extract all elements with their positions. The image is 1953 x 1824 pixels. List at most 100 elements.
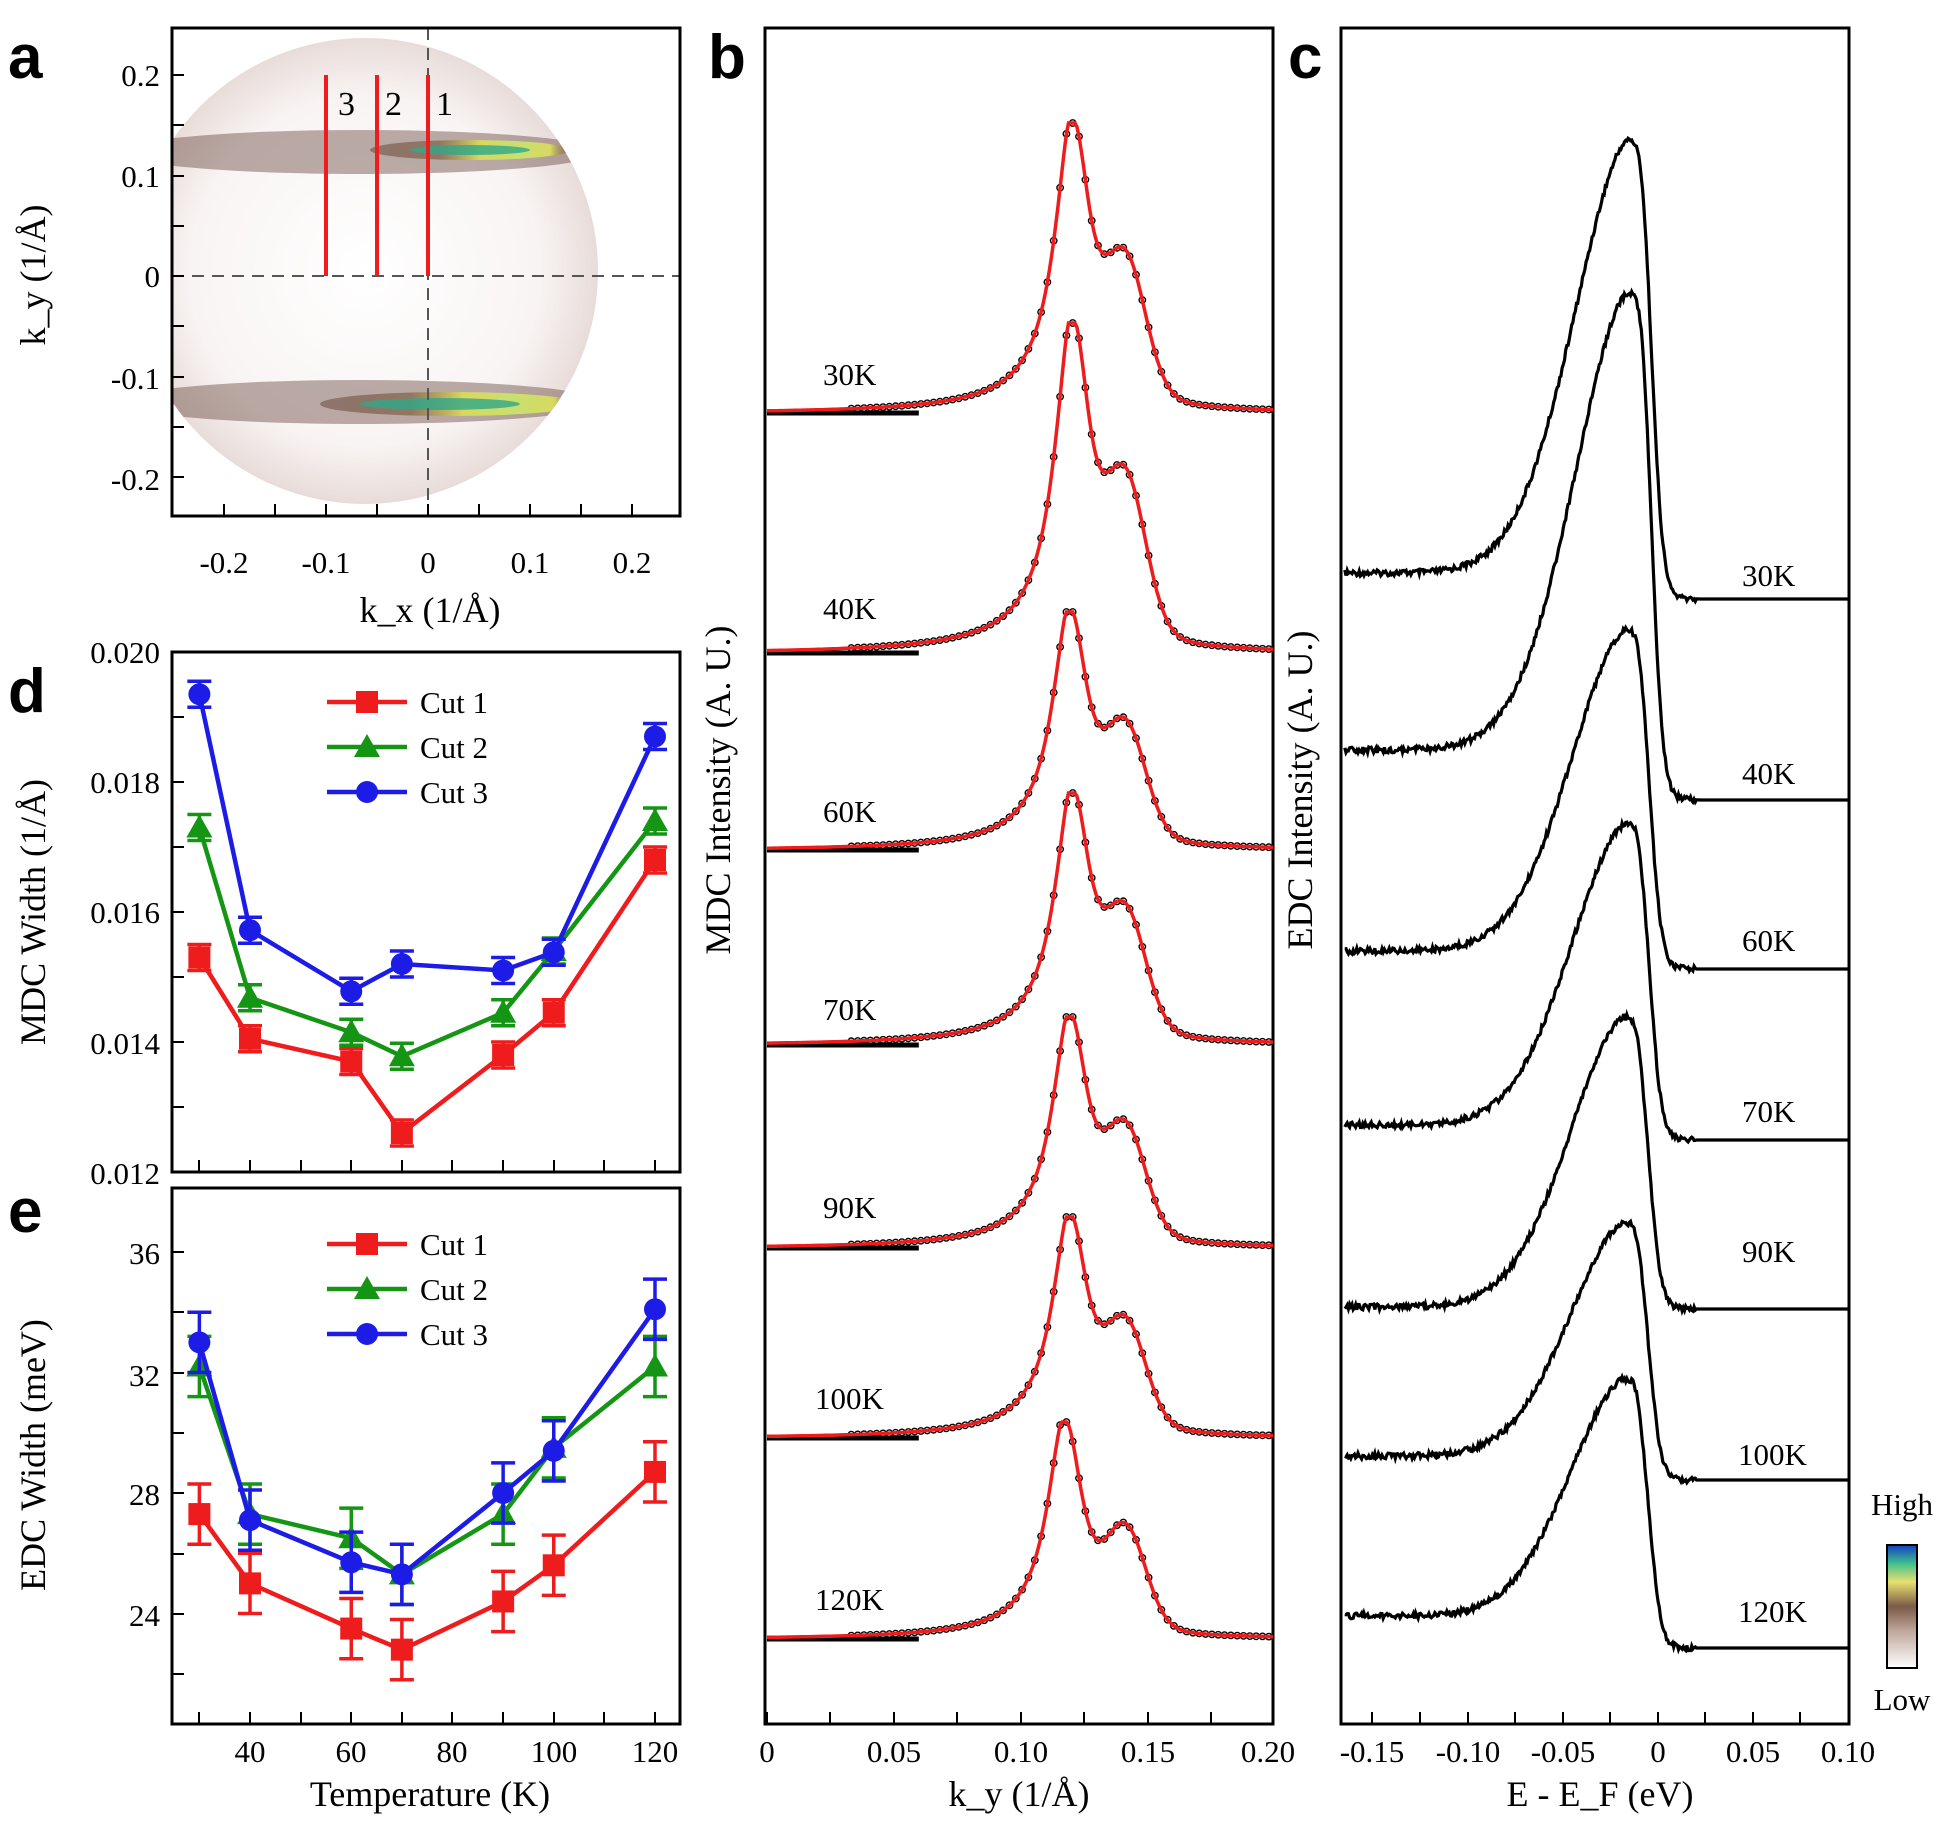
mdc-fit-line bbox=[767, 1420, 1274, 1640]
square-marker bbox=[239, 1572, 261, 1595]
b-xtick-2: 0.05 bbox=[867, 1734, 921, 1769]
panel-letter-d: d bbox=[8, 657, 46, 726]
legend-item: Cut 3 bbox=[327, 1317, 488, 1352]
e-xlabel: Temperature (K) bbox=[310, 1774, 550, 1814]
panel-letter-a: a bbox=[8, 23, 43, 92]
mdc-fit-line bbox=[767, 791, 1273, 1045]
mdc-series-70K bbox=[767, 789, 1273, 1048]
mdc-data-point bbox=[1011, 1398, 1020, 1407]
d-ytick-1: 0.020 bbox=[90, 635, 160, 670]
e-ytick-2: 32 bbox=[129, 1358, 160, 1393]
panel-d-ticks bbox=[172, 716, 656, 1172]
a-ytick-2: 0.1 bbox=[121, 159, 160, 194]
mdc-data-point bbox=[1163, 1222, 1172, 1231]
square-marker bbox=[340, 1050, 363, 1073]
c-temp-label-2: 40K bbox=[1742, 756, 1796, 791]
d-ytick-3: 0.016 bbox=[90, 895, 160, 930]
series-line bbox=[197, 858, 657, 1137]
b-xtick-3: 0.10 bbox=[994, 1734, 1048, 1769]
a-xtick-3: 0 bbox=[420, 545, 436, 580]
cut-label-3: 3 bbox=[338, 86, 355, 123]
circle-marker bbox=[542, 1439, 565, 1462]
colorbar-high-label: High bbox=[1871, 1487, 1934, 1522]
d-ylabel: MDC Width (1/Å) bbox=[13, 779, 53, 1045]
edc-width-plot bbox=[186, 1277, 668, 1682]
square-marker bbox=[188, 1503, 211, 1526]
c-ylabel: EDC Intensity (A. U.) bbox=[1280, 631, 1320, 950]
e-xtick-1: 40 bbox=[235, 1734, 266, 1769]
edc-curve-100K bbox=[1344, 1218, 1849, 1486]
a-xtick-5: 0.2 bbox=[613, 545, 652, 580]
mdc-data-point bbox=[1005, 813, 1014, 822]
triangle-marker bbox=[186, 814, 213, 838]
square-marker bbox=[644, 849, 666, 871]
mdc-data-point bbox=[1106, 466, 1115, 475]
legend-label: Cut 1 bbox=[420, 685, 488, 720]
mdc-data-point bbox=[1113, 1521, 1121, 1530]
a-xtick-4: 0.1 bbox=[511, 545, 550, 580]
c-temp-label-3: 60K bbox=[1742, 923, 1796, 958]
triangle-marker bbox=[642, 1353, 668, 1377]
mdc-fit-line bbox=[766, 321, 1274, 653]
triangle-marker bbox=[354, 734, 380, 757]
b-temp-label-5: 90K bbox=[823, 1190, 877, 1225]
legend-label: Cut 2 bbox=[420, 1272, 488, 1307]
square-marker bbox=[390, 1638, 413, 1661]
legend-item: Cut 3 bbox=[327, 775, 488, 810]
c-xtick-6: 0.10 bbox=[1821, 1734, 1875, 1769]
square-marker bbox=[356, 1233, 378, 1255]
b-xlabel: k_y (1/Å) bbox=[949, 1774, 1090, 1814]
panel-a-frame bbox=[170, 26, 682, 518]
mdc-series-30K bbox=[766, 119, 1274, 416]
triangle-marker bbox=[338, 1019, 365, 1043]
d-ytick-2: 0.018 bbox=[90, 765, 160, 800]
circle-marker bbox=[542, 941, 565, 964]
square-marker bbox=[542, 1001, 565, 1024]
mdc-data-point bbox=[1005, 1601, 1014, 1610]
square-marker bbox=[492, 1590, 515, 1613]
mdc-data-point bbox=[999, 1606, 1007, 1615]
edc-curve-120K bbox=[1344, 1372, 1849, 1655]
a-xlabel: k_x (1/Å) bbox=[360, 590, 501, 630]
legend-label: Cut 2 bbox=[420, 730, 488, 765]
edc-curve-30K bbox=[1343, 135, 1849, 605]
circle-marker bbox=[390, 953, 413, 975]
mdc-data-point bbox=[999, 818, 1007, 826]
mdc-data-point bbox=[1005, 606, 1014, 615]
edc-curve-40K bbox=[1343, 287, 1849, 806]
panel-b-ticks bbox=[766, 1712, 1212, 1724]
fermi-surface-map bbox=[172, 28, 680, 516]
mdc-data-point bbox=[1011, 1594, 1020, 1603]
c-xtick-2: -0.10 bbox=[1436, 1734, 1501, 1769]
c-xtick-3: -0.05 bbox=[1531, 1734, 1596, 1769]
measurement-disc bbox=[172, 38, 598, 504]
triangle-marker bbox=[237, 984, 263, 1008]
panel-c-ticks bbox=[1371, 1712, 1801, 1724]
colorbar bbox=[1886, 1544, 1918, 1669]
circle-marker bbox=[239, 1509, 261, 1532]
e-ytick-4: 24 bbox=[129, 1598, 161, 1633]
mdc-width-plot bbox=[186, 679, 668, 1148]
panel-c-frame bbox=[1339, 26, 1851, 1726]
b-xtick-5: 0.20 bbox=[1241, 1734, 1295, 1769]
circle-marker bbox=[188, 1331, 211, 1354]
a-xtick-1: -0.2 bbox=[199, 545, 248, 580]
b-xtick-1: 0 bbox=[759, 1734, 775, 1769]
c-xtick-4: 0 bbox=[1650, 1734, 1666, 1769]
mdc-data-point bbox=[1170, 1622, 1178, 1630]
series-cut-3 bbox=[187, 1277, 667, 1607]
circle-marker bbox=[340, 980, 363, 1003]
mdc-data-point bbox=[1163, 1413, 1172, 1422]
b-temp-label-1: 30K bbox=[823, 357, 877, 392]
mdc-data-point bbox=[1005, 1008, 1014, 1017]
panel-a-ticks bbox=[172, 74, 633, 516]
circle-marker bbox=[340, 1551, 363, 1574]
triangle-marker bbox=[388, 1043, 415, 1067]
mdc-data-point bbox=[1011, 598, 1020, 607]
legend-label: Cut 3 bbox=[420, 1317, 488, 1352]
legend-label: Cut 1 bbox=[420, 1227, 488, 1262]
c-temp-label-4: 70K bbox=[1742, 1094, 1796, 1129]
mdc-series-100K bbox=[767, 1213, 1273, 1441]
legend-item: Cut 1 bbox=[327, 1227, 488, 1262]
edc-curve-70K bbox=[1343, 817, 1849, 1145]
